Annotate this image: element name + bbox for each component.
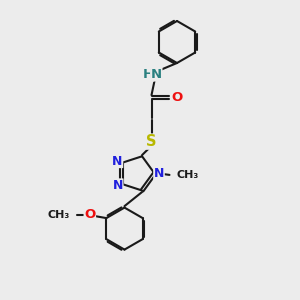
Text: N: N [112,179,123,192]
Text: H: H [142,68,154,81]
Text: O: O [171,91,182,104]
Text: CH₃: CH₃ [47,209,69,220]
Text: N: N [151,68,162,81]
Text: S: S [146,134,157,149]
Text: CH₃: CH₃ [176,170,198,180]
Text: N: N [112,154,123,167]
Text: O: O [84,208,95,221]
Text: N: N [154,167,164,180]
